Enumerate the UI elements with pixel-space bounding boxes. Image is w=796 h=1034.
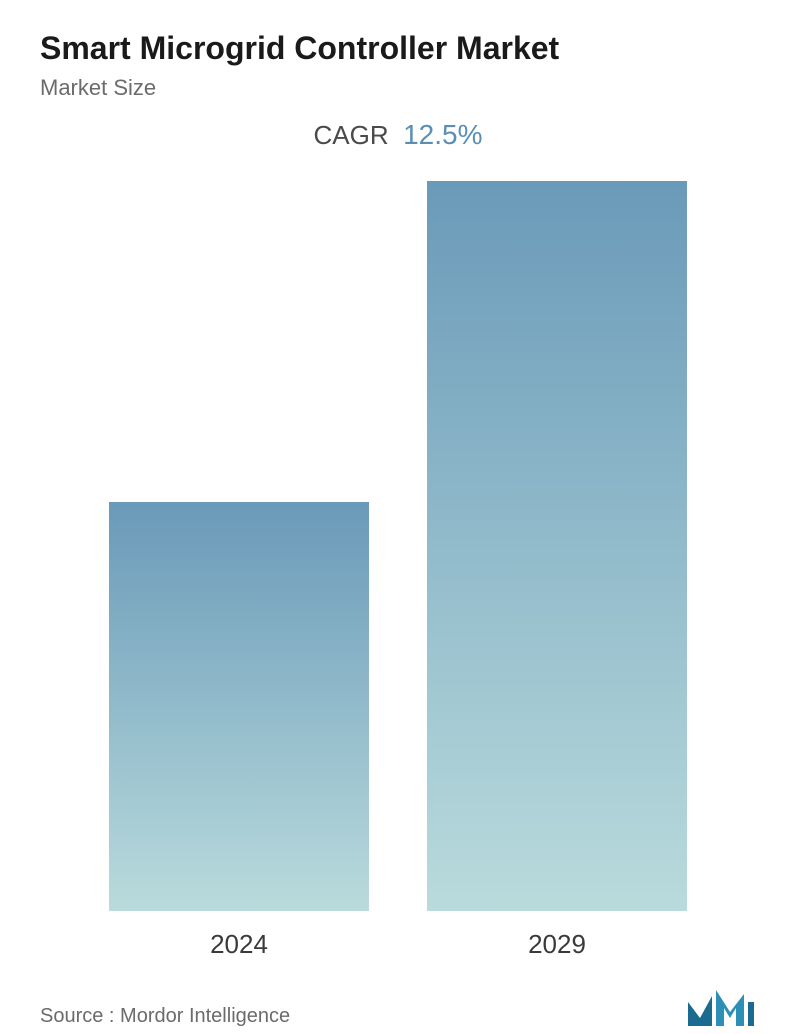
page-title: Smart Microgrid Controller Market: [40, 30, 756, 67]
cagr-row: CAGR 12.5%: [40, 119, 756, 151]
bar-1: [427, 181, 687, 911]
bar-label-0: 2024: [210, 929, 268, 960]
bar-group-1: 2029: [427, 181, 687, 960]
chart-area: 2024 2029: [40, 181, 756, 960]
source-text: Source : Mordor Intelligence: [40, 1005, 290, 1028]
footer: Source : Mordor Intelligence: [40, 960, 756, 1034]
page-subtitle: Market Size: [40, 75, 756, 101]
cagr-value: 12.5%: [403, 119, 482, 150]
brand-logo-icon: [686, 988, 756, 1028]
chart-container: Smart Microgrid Controller Market Market…: [0, 0, 796, 1034]
bar-label-1: 2029: [528, 929, 586, 960]
bar-group-0: 2024: [109, 502, 369, 960]
bar-0: [109, 502, 369, 911]
cagr-label: CAGR: [314, 120, 389, 150]
